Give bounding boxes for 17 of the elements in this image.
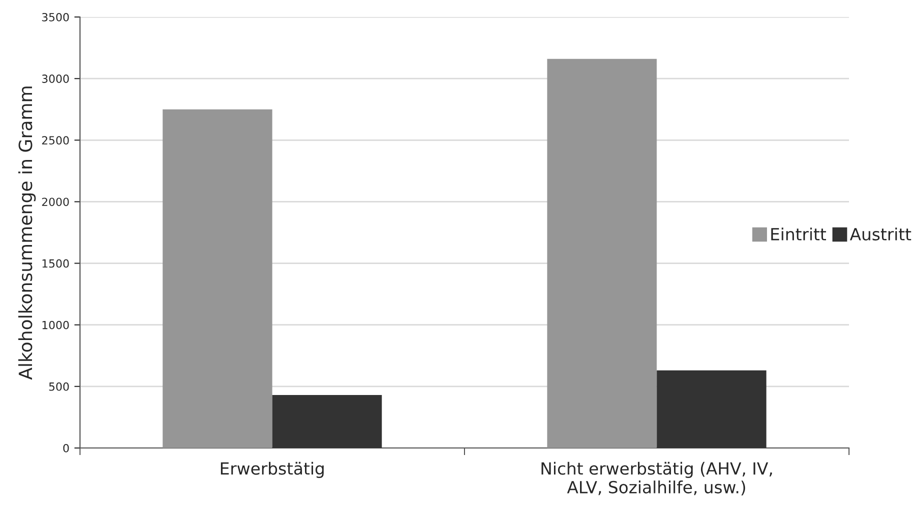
y-tick-label: 3500: [42, 12, 69, 22]
y-tick-label: 2000: [42, 198, 69, 206]
y-tick-label: 3000: [42, 74, 69, 83]
bar: [272, 395, 382, 448]
y-tick-label: 0: [63, 444, 69, 452]
y-axis-title: Alkoholkonsummenge in Gramm: [18, 86, 36, 380]
y-tick-label: 1000: [42, 320, 69, 330]
legend-label: Austritt: [850, 228, 912, 241]
x-tick-label: Erwerbstätig: [220, 462, 324, 478]
bar: [162, 109, 272, 448]
bar: [547, 58, 657, 448]
y-tick-label: 1500: [42, 259, 69, 268]
bar: [656, 370, 766, 448]
y-tick-label: 500: [49, 382, 69, 391]
y-tick-label: 2500: [42, 136, 69, 145]
legend-label: Eintritt: [771, 228, 826, 240]
x-tick-label: Nicht erwerbstätig (AHV, IV, ALV, Sozialhilfe, usw.): [542, 462, 772, 496]
